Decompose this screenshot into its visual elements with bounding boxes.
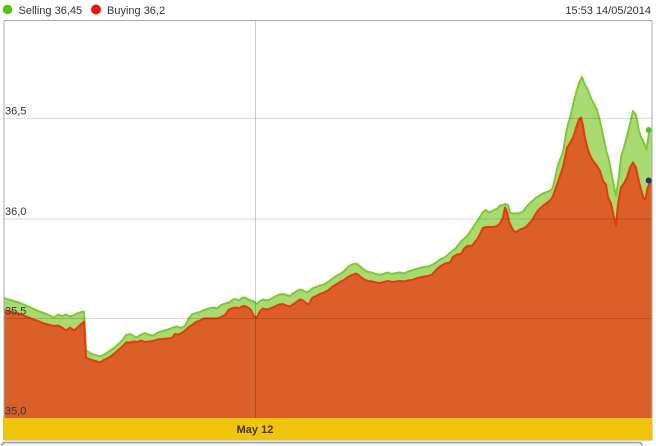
svg-text:Buying 36,2: Buying 36,2 xyxy=(107,5,165,17)
svg-text:May 12: May 12 xyxy=(237,424,274,436)
svg-text:Selling 36,45: Selling 36,45 xyxy=(19,5,83,17)
svg-text:36,5: 36,5 xyxy=(5,106,26,118)
svg-text:35,0: 35,0 xyxy=(5,406,26,418)
svg-text:15:53 14/05/2014: 15:53 14/05/2014 xyxy=(565,5,651,17)
svg-text:35,5: 35,5 xyxy=(5,306,26,318)
svg-text:36,0: 36,0 xyxy=(5,206,26,218)
